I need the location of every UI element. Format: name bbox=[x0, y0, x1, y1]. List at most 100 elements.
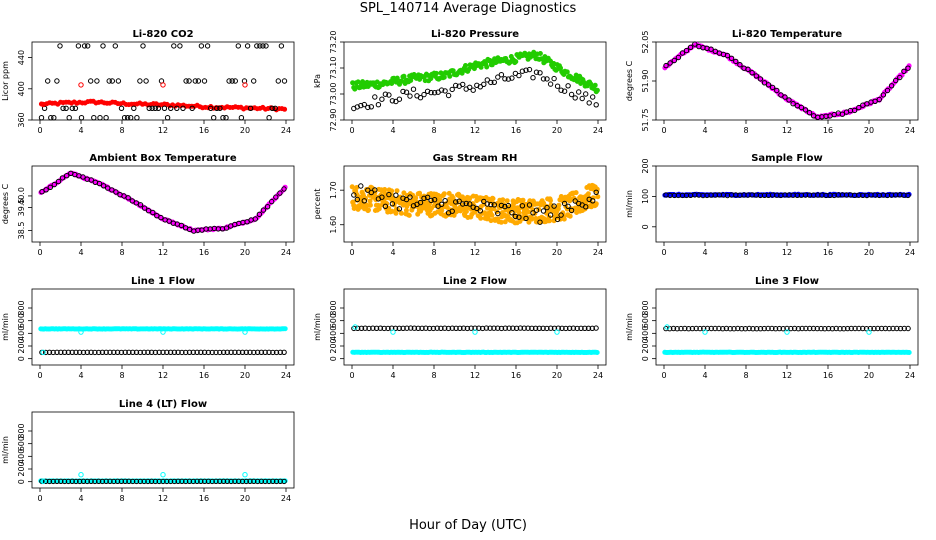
data-point bbox=[905, 65, 911, 71]
data-point bbox=[536, 325, 542, 331]
data-point bbox=[484, 201, 490, 207]
data-point bbox=[778, 92, 784, 98]
data-point bbox=[160, 472, 166, 478]
series-red-filled bbox=[38, 98, 288, 113]
x-tick-label: 12 bbox=[158, 126, 168, 135]
data-point bbox=[398, 210, 404, 216]
x-tick-label: 0 bbox=[349, 371, 354, 380]
data-point bbox=[564, 69, 570, 75]
data-point bbox=[438, 87, 445, 93]
data-point bbox=[419, 325, 425, 331]
data-point bbox=[281, 478, 287, 485]
data-point bbox=[512, 213, 519, 220]
data-point bbox=[50, 349, 56, 356]
data-point bbox=[213, 478, 219, 484]
data-point bbox=[566, 325, 573, 331]
data-point bbox=[84, 478, 91, 485]
data-point bbox=[905, 325, 911, 332]
y-axis-label: Licor ppm bbox=[1, 61, 10, 101]
series-black-open bbox=[663, 41, 911, 121]
data-point bbox=[441, 74, 447, 80]
data-point bbox=[687, 44, 694, 50]
data-point bbox=[386, 92, 392, 98]
series-green-band bbox=[350, 49, 600, 95]
data-point bbox=[198, 349, 204, 355]
data-point bbox=[663, 62, 669, 69]
data-point bbox=[769, 325, 775, 332]
data-point bbox=[484, 77, 490, 83]
data-point bbox=[568, 91, 575, 98]
series-black-open bbox=[351, 183, 599, 225]
y-axis-label: ml/min bbox=[1, 313, 10, 341]
data-point bbox=[460, 325, 467, 331]
data-point bbox=[100, 183, 107, 189]
data-point bbox=[208, 105, 214, 112]
data-point bbox=[556, 202, 562, 208]
data-point bbox=[708, 46, 714, 52]
data-point bbox=[65, 349, 72, 355]
data-point bbox=[472, 329, 478, 335]
data-point bbox=[540, 76, 547, 82]
data-point bbox=[798, 104, 805, 111]
data-point bbox=[114, 478, 121, 484]
data-point bbox=[55, 178, 62, 185]
data-point bbox=[468, 325, 474, 331]
data-point bbox=[167, 349, 174, 355]
data-point bbox=[884, 87, 891, 94]
x-tick-label: 20 bbox=[240, 126, 250, 135]
data-point bbox=[140, 43, 146, 49]
data-point bbox=[396, 325, 402, 331]
panel-title: Ambient Box Temperature bbox=[89, 153, 236, 164]
data-point bbox=[470, 87, 476, 93]
data-point bbox=[460, 81, 466, 88]
data-point bbox=[463, 209, 469, 215]
data-point bbox=[137, 202, 144, 208]
data-point bbox=[500, 197, 506, 203]
data-point bbox=[137, 349, 144, 356]
data-point bbox=[88, 78, 94, 84]
panel-li-820-co2: Li-820 CO2 Licor ppm 0 4 8 12 16 20 24 360 400 440 bbox=[1, 29, 295, 135]
data-point bbox=[449, 86, 455, 93]
data-point bbox=[460, 201, 466, 207]
data-point bbox=[697, 325, 703, 332]
x-tick-label: 24 bbox=[281, 494, 291, 503]
data-point bbox=[728, 55, 735, 61]
x-tick-label: 16 bbox=[511, 248, 521, 257]
data-point bbox=[254, 349, 261, 355]
data-point bbox=[264, 204, 271, 210]
x-tick-label: 16 bbox=[511, 126, 521, 135]
data-point bbox=[201, 478, 208, 484]
data-point bbox=[818, 325, 824, 332]
series-cyan-open-few bbox=[40, 329, 248, 355]
x-tick-label: 8 bbox=[119, 494, 124, 503]
data-point bbox=[516, 214, 522, 220]
data-point bbox=[145, 349, 151, 355]
data-point bbox=[251, 349, 257, 356]
data-point bbox=[179, 478, 185, 484]
data-point bbox=[901, 325, 907, 332]
data-point bbox=[727, 326, 733, 332]
data-point bbox=[281, 349, 287, 355]
x-tick-label: 8 bbox=[119, 248, 124, 257]
data-point bbox=[776, 325, 783, 332]
x-tick-label: 8 bbox=[119, 126, 124, 135]
data-point bbox=[256, 211, 263, 218]
data-point bbox=[263, 43, 269, 49]
data-point bbox=[693, 325, 699, 332]
data-point bbox=[401, 73, 407, 79]
data-point bbox=[788, 325, 794, 332]
data-point bbox=[281, 78, 288, 84]
data-point bbox=[160, 349, 166, 355]
x-tick-label: 16 bbox=[511, 371, 521, 380]
data-point bbox=[590, 198, 596, 204]
data-point bbox=[251, 478, 257, 484]
data-point bbox=[704, 325, 711, 332]
data-point bbox=[260, 43, 266, 49]
y-tick-label: 73.20 bbox=[329, 31, 338, 54]
data-point bbox=[559, 325, 565, 331]
data-point bbox=[689, 325, 696, 332]
data-point bbox=[795, 326, 802, 332]
data-point bbox=[702, 329, 708, 335]
data-point bbox=[282, 106, 288, 112]
data-point bbox=[780, 326, 786, 332]
